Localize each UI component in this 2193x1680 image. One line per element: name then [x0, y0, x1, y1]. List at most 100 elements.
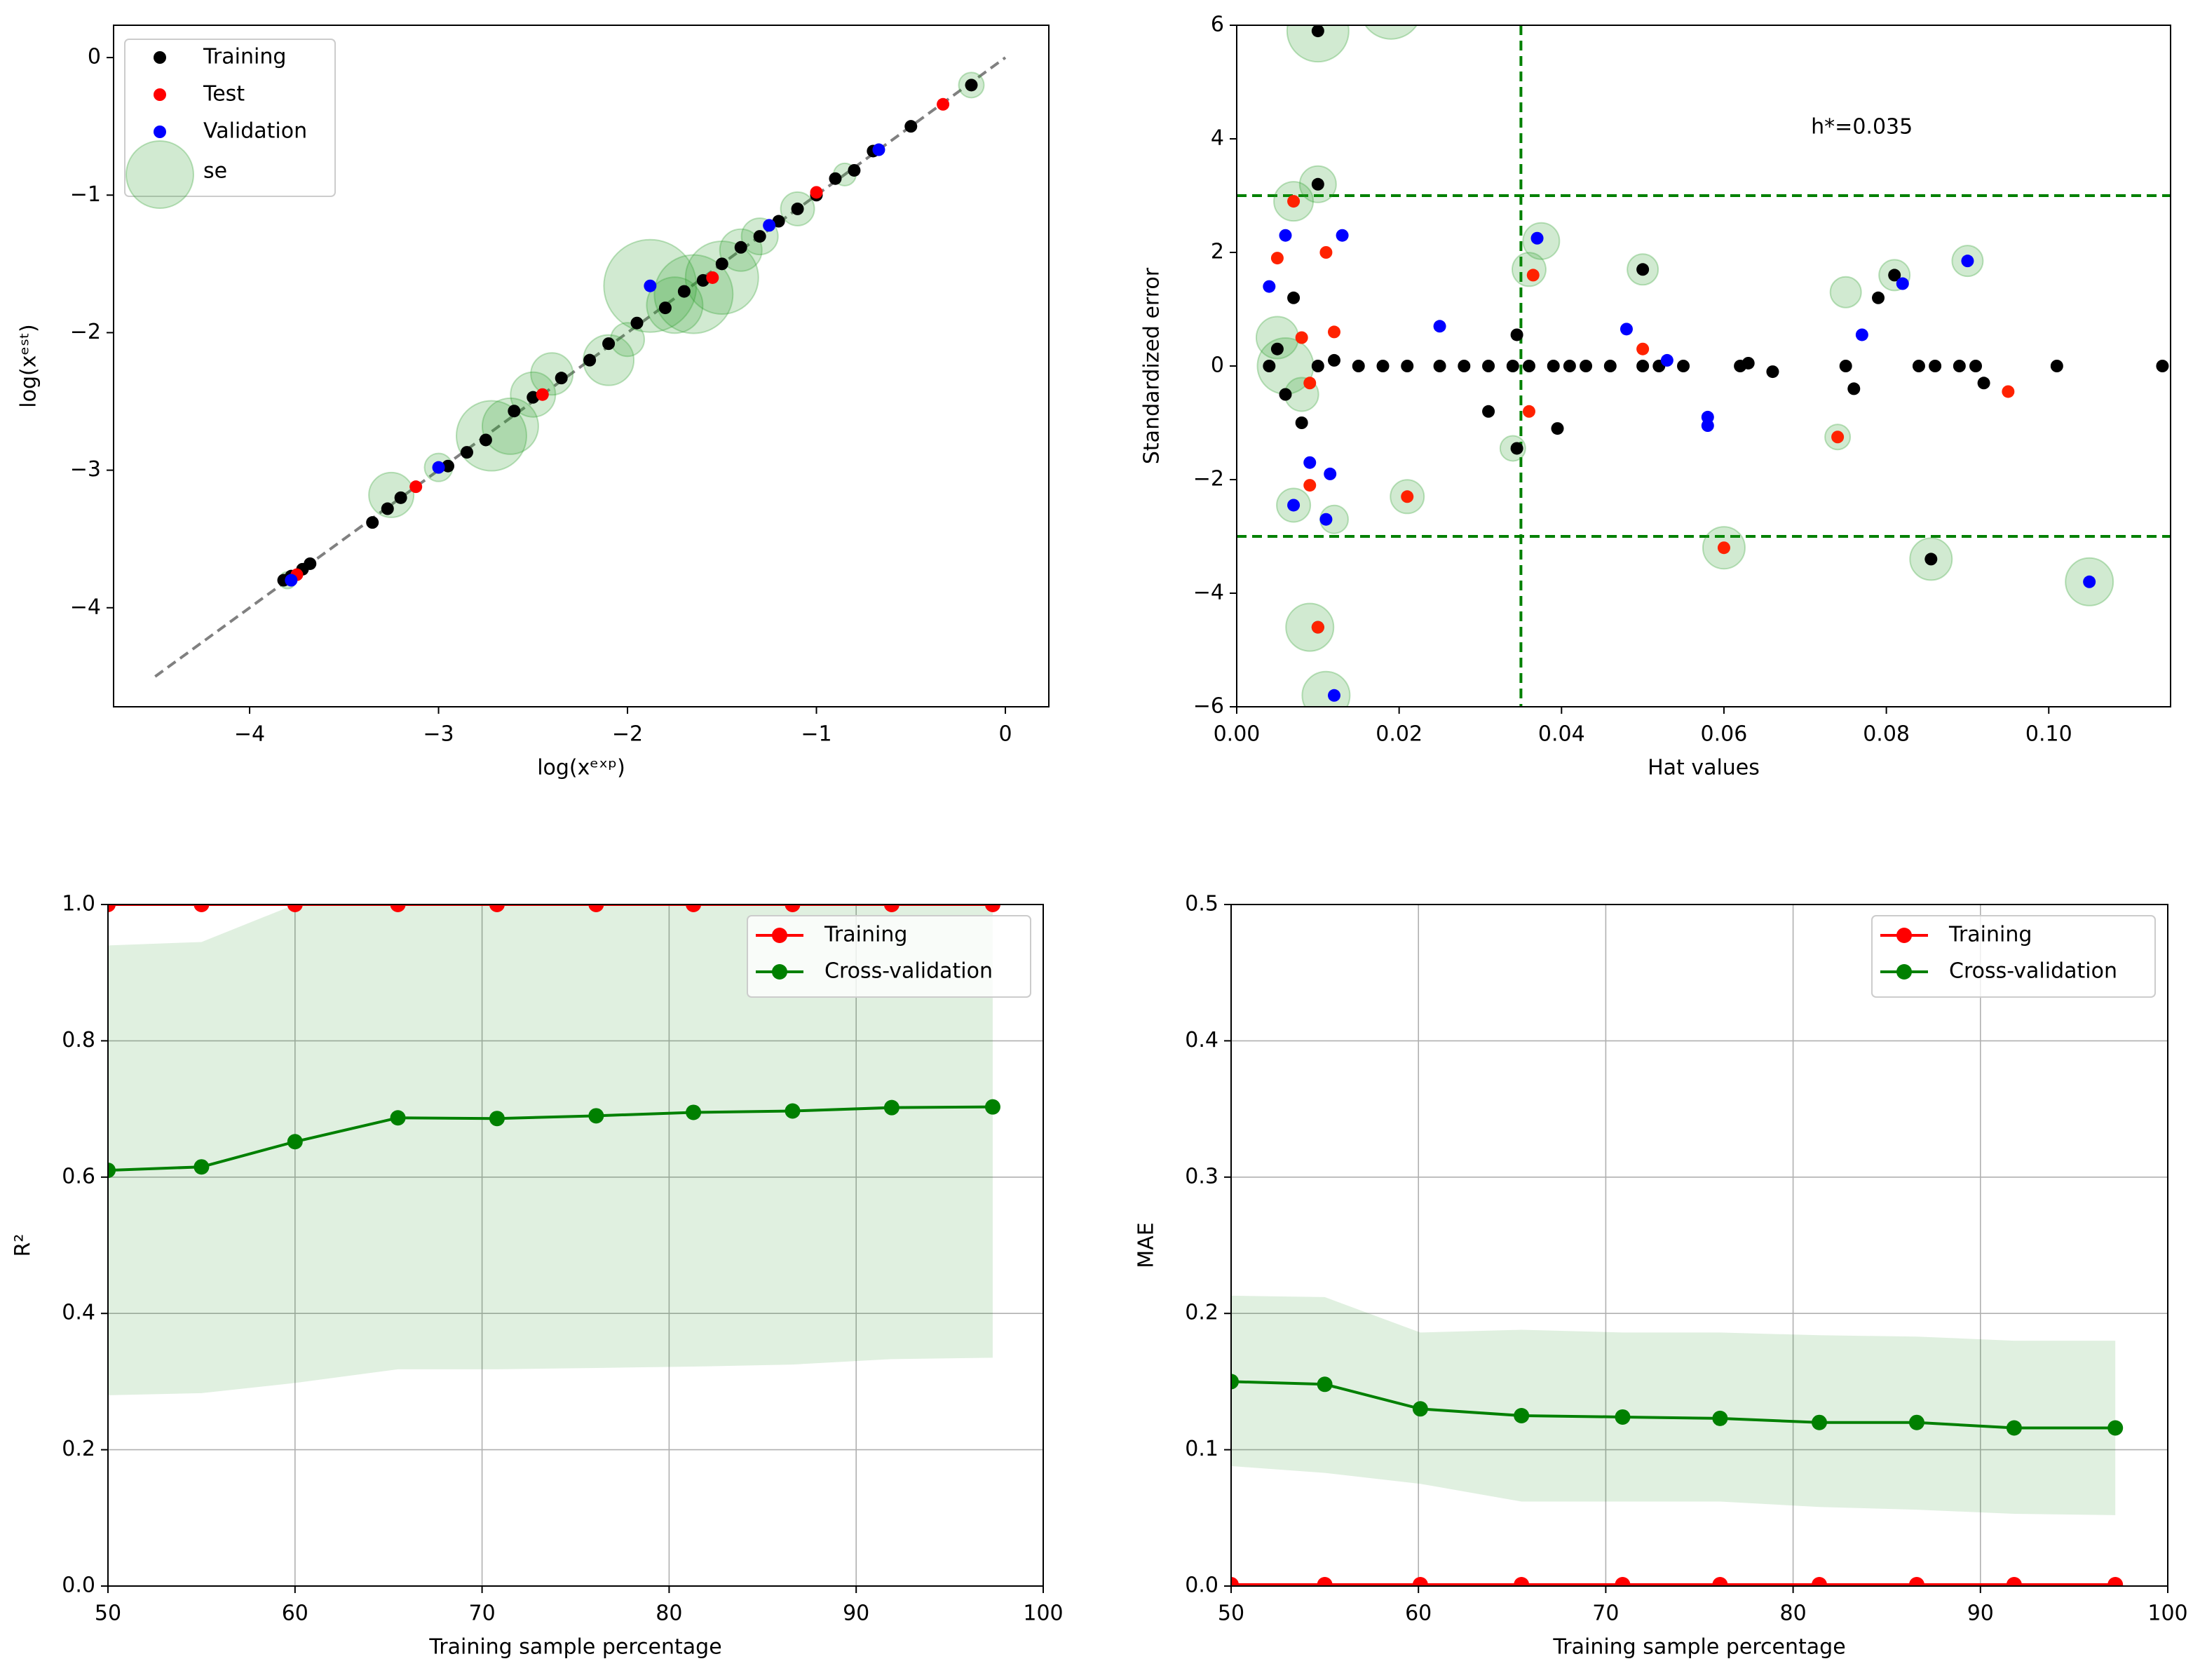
- point: [785, 905, 801, 912]
- point: [1766, 365, 1779, 379]
- point: [1412, 1401, 1428, 1417]
- point: [555, 372, 568, 385]
- point: [588, 905, 604, 912]
- point: [1953, 360, 1966, 372]
- point: [1327, 325, 1340, 339]
- point: [1530, 231, 1544, 245]
- chart-panel: −4 −3 −2 −1 0 0 −1 −2 −3 −4 log(xᵉˣᵖ) log(xᵉˢᵗ) Trai…: [17, 25, 1050, 780]
- bubble: [455, 400, 527, 472]
- point: [1295, 416, 1308, 429]
- point: [1701, 419, 1714, 433]
- point: [1287, 291, 1301, 304]
- legend-box: [747, 915, 1031, 998]
- x-tick-label: 60: [282, 1601, 308, 1626]
- y-tick-label: 0.3: [1185, 1164, 1218, 1188]
- point: [1580, 360, 1593, 372]
- point: [1433, 360, 1446, 372]
- point: [285, 574, 298, 587]
- plot-area: [108, 905, 1043, 1586]
- y-tick-label: 4: [1211, 126, 1224, 151]
- point: [489, 905, 505, 912]
- point: [1482, 360, 1495, 372]
- point: [1636, 263, 1650, 276]
- point: [1311, 360, 1324, 372]
- x-tick-label: 0.10: [2025, 722, 2072, 747]
- legend-label: Cross-validation: [1949, 959, 2117, 984]
- point: [1263, 280, 1276, 293]
- point: [536, 388, 549, 401]
- point: [432, 461, 445, 474]
- x-axis-label: Hat values: [1648, 756, 1760, 780]
- x-axis-label: Training sample percentage: [1552, 1635, 1845, 1660]
- point: [287, 905, 303, 912]
- legend-label: se: [203, 159, 227, 184]
- point: [1712, 1410, 1728, 1426]
- chart-panel: 0.00 0.02 0.04 0.06 0.08 0.10 −6 −4 −2 0 2 4 6 Hat va…: [1140, 13, 2171, 780]
- legend-label: Training: [824, 923, 907, 947]
- point: [883, 905, 899, 912]
- point: [2002, 385, 2015, 398]
- point: [1319, 513, 1333, 526]
- y-tick-label: 2: [1211, 240, 1224, 264]
- point: [1969, 360, 1983, 372]
- point: [772, 215, 785, 228]
- point: [753, 230, 766, 243]
- point: [194, 905, 210, 912]
- bubble: [1364, 25, 1418, 40]
- point: [1401, 490, 1414, 503]
- point: [1270, 342, 1284, 355]
- point: [1303, 456, 1317, 469]
- point: [677, 285, 691, 298]
- x-tick-label: −2: [612, 722, 643, 747]
- point: [1812, 1577, 1828, 1586]
- y-tick-label: −2: [1193, 467, 1224, 492]
- point: [1551, 422, 1564, 435]
- point: [1924, 553, 1938, 566]
- point: [1317, 1577, 1333, 1586]
- y-tick-label: −4: [70, 595, 101, 619]
- point: [1231, 1374, 1239, 1390]
- point: [1303, 377, 1317, 390]
- point: [108, 905, 116, 912]
- point: [785, 1103, 801, 1119]
- point: [108, 1163, 116, 1179]
- bubble: [481, 397, 539, 455]
- point: [984, 1099, 1000, 1115]
- y-tick-label: 0.0: [62, 1573, 95, 1598]
- point: [442, 459, 455, 473]
- x-tick-label: 0.06: [1701, 722, 1748, 747]
- point: [1458, 360, 1471, 372]
- x-tick-label: 0.00: [1214, 722, 1261, 747]
- y-tick-label: 0: [1211, 353, 1224, 378]
- point: [1510, 328, 1523, 341]
- x-tick-label: −3: [423, 722, 454, 747]
- y-tick-label: 0.0: [1185, 1573, 1218, 1598]
- point: [1270, 252, 1284, 265]
- point: [791, 202, 804, 215]
- y-tick-label: −2: [70, 320, 101, 344]
- point: [1514, 1408, 1530, 1423]
- point: [810, 186, 823, 199]
- legend-label: Validation: [203, 119, 307, 144]
- x-tick-label: 80: [1780, 1601, 1807, 1626]
- point: [1929, 360, 1942, 372]
- point: [829, 172, 842, 185]
- point: [409, 480, 423, 494]
- point: [1336, 229, 1349, 242]
- axes-frame: [113, 25, 1050, 707]
- point: [1311, 25, 1324, 38]
- point: [1324, 467, 1337, 480]
- point: [734, 241, 747, 254]
- x-tick-label: −1: [801, 722, 831, 747]
- bubble: [368, 471, 415, 518]
- x-tick-label: 70: [1592, 1601, 1619, 1626]
- point: [2050, 360, 2063, 372]
- y-axis-label: log(xᵉˢᵗ): [17, 324, 41, 407]
- point: [1603, 360, 1617, 372]
- point: [1279, 388, 1292, 401]
- point: [706, 271, 719, 284]
- y-tick-label: −1: [70, 182, 101, 207]
- point: [1263, 360, 1276, 372]
- legend-label: Training: [1948, 923, 2032, 947]
- legend-box: [1871, 915, 2156, 998]
